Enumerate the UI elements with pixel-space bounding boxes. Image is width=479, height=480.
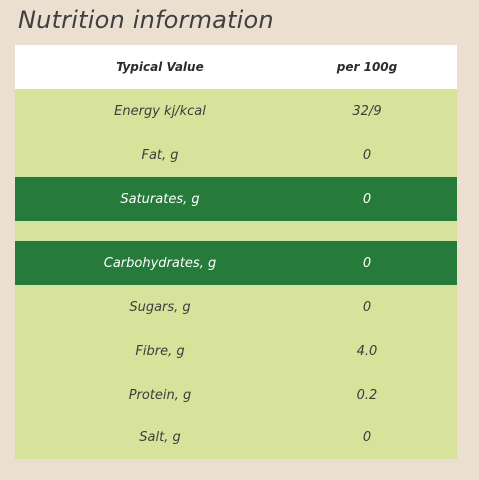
header-per-100g: per 100g bbox=[336, 60, 398, 74]
row-value: 0 bbox=[362, 191, 372, 207]
table-row-fat: Fat, g 0 bbox=[15, 133, 457, 177]
row-value: 0 bbox=[362, 429, 372, 445]
table-row-energy: Energy kj/kcal 32/9 bbox=[15, 89, 457, 133]
row-label: Carbohydrates, g bbox=[103, 255, 217, 271]
table-header-row: Typical Value per 100g bbox=[15, 45, 457, 89]
table-row-carbohydrates: Carbohydrates, g 0 bbox=[15, 241, 457, 285]
table-row-saturates: Saturates, g 0 bbox=[15, 177, 457, 221]
row-value: 32/9 bbox=[352, 103, 382, 119]
table-row-salt: Salt, g 0 bbox=[15, 415, 457, 459]
row-label: Saturates, g bbox=[120, 191, 200, 207]
row-value: 4.0 bbox=[356, 343, 378, 359]
table-row-sugars: Sugars, g 0 bbox=[15, 285, 457, 329]
nutrition-table: Typical Value per 100g Energy kj/kcal 32… bbox=[15, 45, 457, 459]
row-label: Salt, g bbox=[139, 429, 181, 445]
row-value: 0.2 bbox=[356, 387, 378, 403]
row-value: 0 bbox=[362, 299, 372, 315]
row-label: Sugars, g bbox=[129, 299, 191, 315]
page-title: Nutrition information bbox=[18, 6, 274, 34]
row-value: 0 bbox=[362, 255, 372, 271]
table-row-protein: Protein, g 0.2 bbox=[15, 373, 457, 417]
row-label: Energy kj/kcal bbox=[114, 103, 206, 119]
row-label: Fibre, g bbox=[135, 343, 185, 359]
row-value: 0 bbox=[362, 147, 372, 163]
row-label: Protein, g bbox=[128, 387, 192, 403]
row-label: Fat, g bbox=[141, 147, 179, 163]
table-row-fibre: Fibre, g 4.0 bbox=[15, 329, 457, 373]
header-typical-value: Typical Value bbox=[116, 60, 204, 74]
row-spacer bbox=[15, 221, 457, 239]
